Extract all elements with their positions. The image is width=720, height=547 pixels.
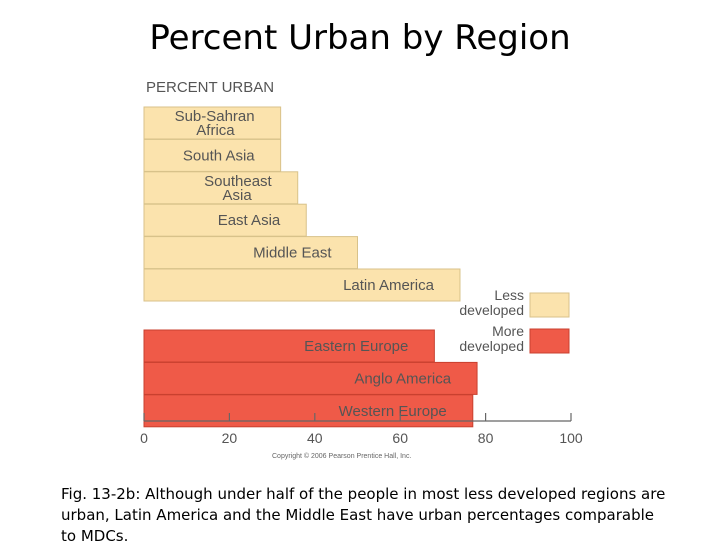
bar-southeast-asia [143, 171, 299, 205]
bar-latin-america [143, 268, 461, 302]
bar-south-asia [143, 138, 282, 172]
bar-label-east-asia: East Asia [218, 212, 281, 229]
bar-label-middle-east: Middle East [253, 245, 332, 262]
bar-east-asia [143, 203, 307, 237]
bar-anglo-america [143, 361, 478, 395]
x-tick-label-0: 0 [140, 430, 148, 446]
bar-label-eastern-europe: Eastern Europe [304, 338, 408, 355]
bar-sub-sahran-africa [143, 106, 282, 140]
bar-label-latin-america: Latin America [343, 277, 435, 294]
legend-label-less: Less developed [459, 287, 524, 318]
figure-caption: Fig. 13-2b: Although under half of the p… [61, 485, 666, 545]
x-tick-label-20: 20 [222, 430, 238, 446]
bar-middle-east [143, 236, 358, 270]
bars-group: Sub-Sahran Africa South Asia Southeast Asia E… [143, 106, 478, 428]
legend-label-more: More developed [459, 323, 524, 354]
percent-urban-chart: PERCENT URBAN Sub-Sahran Africa South Asia… [140, 79, 583, 460]
chart-title: PERCENT URBAN [146, 79, 274, 96]
x-tick-label-80: 80 [478, 430, 494, 446]
x-tick-label-60: 60 [392, 430, 408, 446]
slide-title: Percent Urban by Region [149, 18, 571, 58]
x-tick-label-100: 100 [559, 430, 583, 446]
x-axis: 0 20 40 60 80 100 [140, 413, 583, 446]
legend-swatch-more [529, 328, 570, 354]
bar-label-south-asia: South Asia [183, 147, 255, 164]
bar-label-southeast-asia: Southeast Asia [204, 173, 272, 204]
legend: Less developed More developed [459, 287, 570, 354]
bar-label-western-europe: Western Europe [339, 403, 447, 420]
bar-label-anglo-america: Anglo America [354, 370, 451, 387]
bar-eastern-europe [143, 329, 435, 363]
bar-label-sub-sahran-africa: Sub-Sahran Africa [175, 108, 255, 139]
x-tick-label-40: 40 [307, 430, 323, 446]
legend-swatch-less [529, 292, 570, 318]
copyright-note: Copyright © 2006 Pearson Prentice Hall, … [272, 452, 411, 460]
